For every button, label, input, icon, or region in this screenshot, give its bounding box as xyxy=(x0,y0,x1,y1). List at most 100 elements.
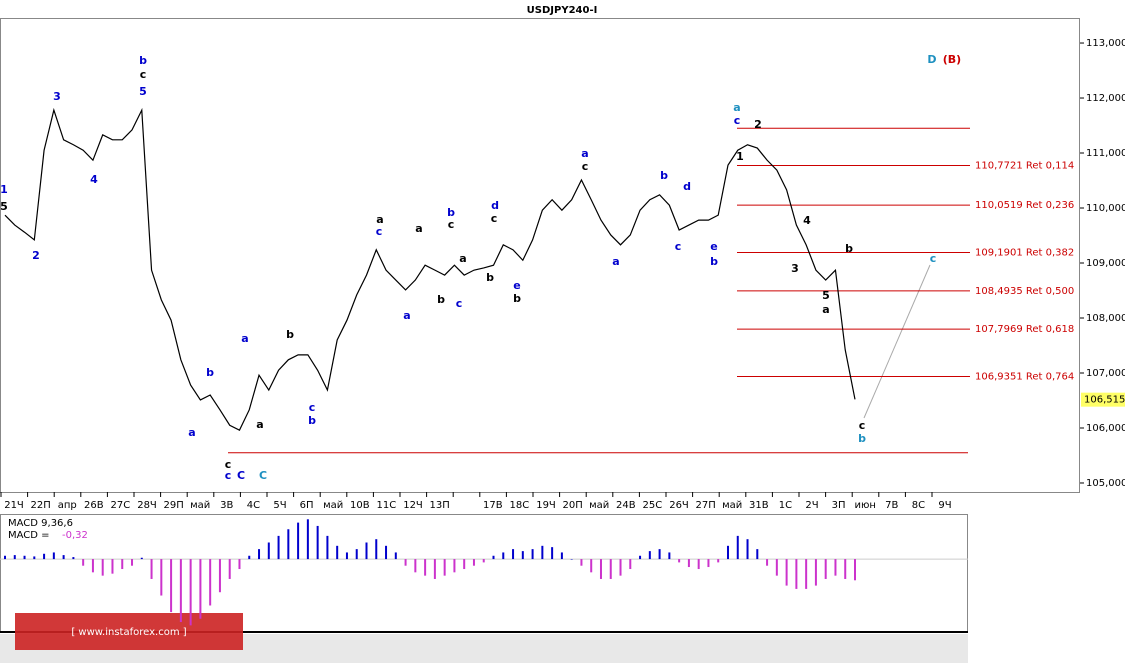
y-tick-label: 111,000 xyxy=(1086,148,1125,159)
wave-label: 3 xyxy=(791,262,799,275)
x-tick-label: май xyxy=(190,500,210,511)
macd-bar xyxy=(717,559,720,563)
wave-label: c xyxy=(582,160,589,173)
macd-bar xyxy=(189,559,192,626)
macd-bar xyxy=(619,559,622,576)
macd-bar xyxy=(160,559,163,596)
x-tick-label: 27С xyxy=(111,500,131,511)
x-tick-label: 17В xyxy=(483,500,503,511)
macd-value: -0,32 xyxy=(62,530,88,541)
macd-bar xyxy=(404,559,407,566)
macd-bar xyxy=(258,549,261,560)
x-tick-label: 7В xyxy=(885,500,898,511)
wave-label: a xyxy=(612,255,619,268)
chart-title: USDJPY240-I xyxy=(527,5,598,16)
watermark-box xyxy=(15,613,243,650)
wave-label: a xyxy=(241,332,248,345)
macd-bar xyxy=(306,519,309,560)
x-tick-label: 13П xyxy=(429,500,449,511)
wave-label: b xyxy=(437,293,445,306)
macd-bar xyxy=(599,559,602,579)
macd-prefix: MACD = xyxy=(8,530,50,541)
x-tick-label: 5Ч xyxy=(273,500,286,511)
macd-bar xyxy=(179,559,182,623)
macd-bar xyxy=(590,559,593,573)
wave-label: 1 xyxy=(0,183,8,196)
wave-label: b xyxy=(139,54,147,67)
macd-title: MACD 9,36,6 xyxy=(8,518,73,529)
wave-label: c xyxy=(734,114,741,127)
macd-bar xyxy=(209,559,212,606)
macd-bar xyxy=(424,559,427,576)
y-tick-label: 113,000 xyxy=(1086,38,1125,49)
macd-bar xyxy=(580,559,583,566)
macd-bar xyxy=(697,559,700,570)
macd-bar xyxy=(443,559,446,576)
wave-label: 1 xyxy=(736,150,744,163)
x-tick-label: 4С xyxy=(247,500,260,511)
wave-label: b xyxy=(660,169,668,182)
wave-label: b xyxy=(206,366,214,379)
macd-bar xyxy=(277,535,280,560)
macd-bar xyxy=(678,559,681,563)
wave-label: 5 xyxy=(0,200,8,213)
y-tick-label: 110,000 xyxy=(1086,203,1125,214)
x-tick-label: 27П xyxy=(695,500,715,511)
x-tick-label: 26Ч xyxy=(669,500,689,511)
wave-label: c xyxy=(859,419,866,432)
macd-bar xyxy=(297,522,300,560)
macd-bar xyxy=(394,552,397,560)
macd-bar xyxy=(736,535,739,560)
wave-label: c xyxy=(225,469,232,482)
macd-bar xyxy=(326,535,329,560)
macd-bar xyxy=(131,559,134,566)
macd-bar xyxy=(4,555,6,560)
wave-label: c xyxy=(309,401,316,414)
macd-bar xyxy=(101,559,104,576)
wave-label: 4 xyxy=(803,214,811,227)
macd-bar xyxy=(316,525,319,560)
x-tick-label: 8С xyxy=(912,500,925,511)
wave-label: a xyxy=(733,101,740,114)
wave-label: a xyxy=(581,147,588,160)
macd-bar xyxy=(248,555,251,560)
x-tick-label: 10В xyxy=(350,500,370,511)
macd-bar xyxy=(150,559,153,579)
macd-bar xyxy=(805,559,808,589)
macd-bar xyxy=(482,559,485,563)
y-tick-label: 108,000 xyxy=(1086,313,1125,324)
macd-bar xyxy=(785,559,788,586)
x-tick-label: 21Ч xyxy=(4,500,24,511)
macd-bar xyxy=(512,549,515,560)
macd-bar xyxy=(43,553,46,560)
macd-bar xyxy=(775,559,778,576)
wave-label: b xyxy=(858,432,866,445)
macd-bar xyxy=(199,559,202,619)
macd-bar xyxy=(385,545,388,560)
wave-label: a xyxy=(459,252,466,265)
x-tick-label: 31В xyxy=(749,500,769,511)
x-tick-label: 3П xyxy=(832,500,846,511)
fib-label: 107,7969 Ret 0,618 xyxy=(975,324,1074,335)
macd-bar xyxy=(13,555,16,560)
macd-bar xyxy=(551,547,554,560)
wave-label: c xyxy=(491,212,498,225)
wave-label: c xyxy=(930,252,937,265)
macd-bar xyxy=(814,559,817,586)
wave-label: 5 xyxy=(822,289,830,302)
x-tick-label: 1С xyxy=(779,500,792,511)
x-tick-label: апр xyxy=(58,500,77,511)
macd-bar xyxy=(472,559,475,566)
macd-bar xyxy=(345,552,348,560)
macd-bar xyxy=(521,551,524,560)
last-price-box xyxy=(1081,392,1125,407)
wave-label: c xyxy=(456,297,463,310)
wave-label: 2 xyxy=(754,118,762,131)
macd-bar xyxy=(560,552,563,560)
wave-label: 2 xyxy=(32,249,40,262)
x-tick-label: 2Ч xyxy=(805,500,818,511)
macd-bar xyxy=(62,555,65,560)
wave-label: a xyxy=(415,222,422,235)
y-tick-label: 107,000 xyxy=(1086,368,1125,379)
